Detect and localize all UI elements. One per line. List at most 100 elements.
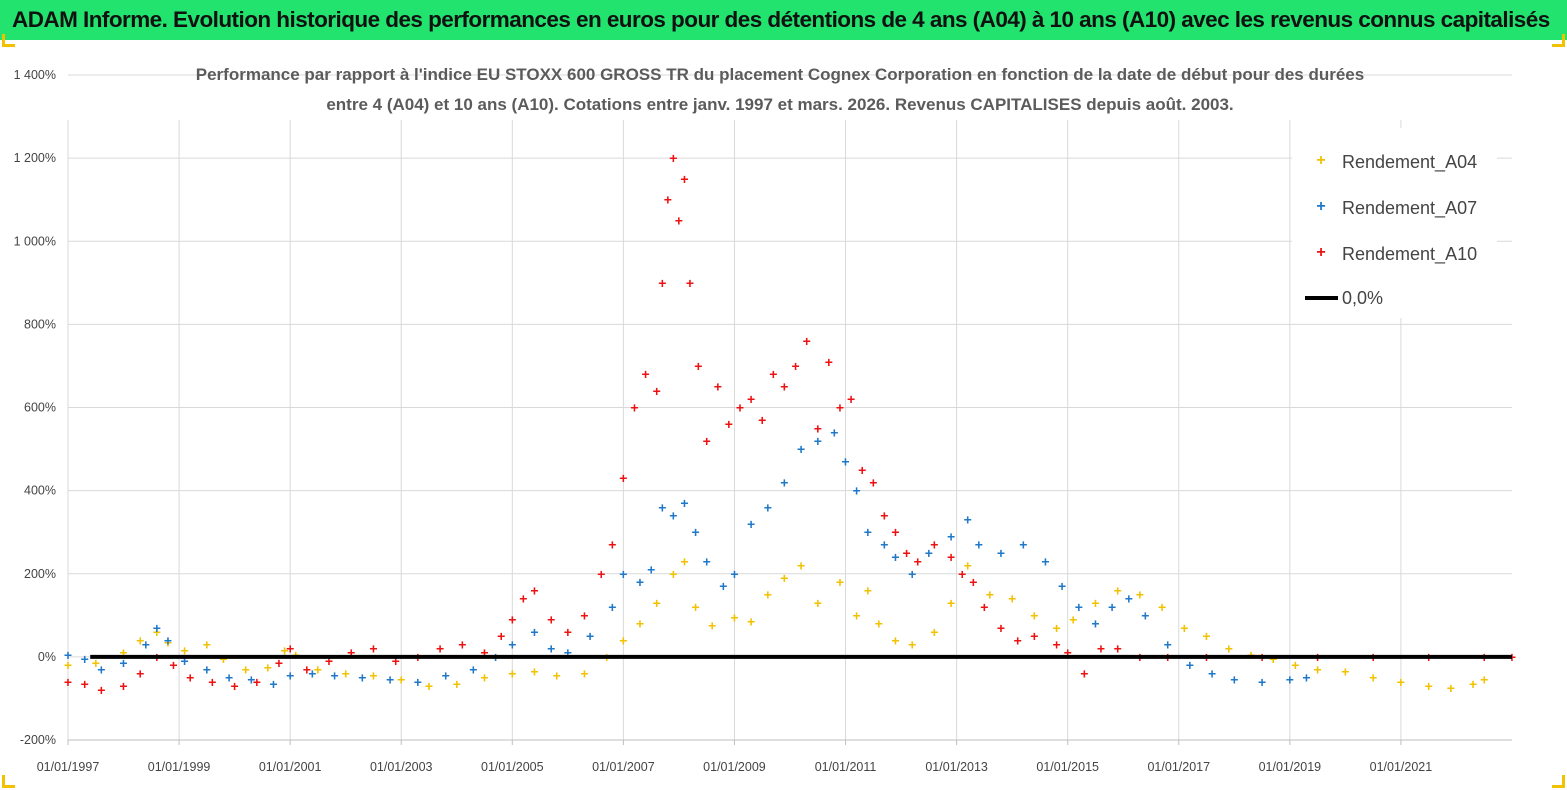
data-point: + [1164, 636, 1172, 652]
data-point: + [747, 614, 755, 630]
data-point: + [580, 607, 588, 623]
y-axis-ticks: 1 400% 1 200% 1 000% 800% 600% 400% 200% 0% -200… [14, 68, 56, 747]
data-point: + [164, 632, 172, 648]
data-point: + [930, 537, 938, 553]
data-point: + [580, 666, 588, 682]
data-point: + [64, 647, 72, 663]
data-point: + [1480, 672, 1488, 688]
data-point: + [730, 609, 738, 625]
data-point: + [203, 636, 211, 652]
data-point: + [1108, 599, 1116, 615]
data-point: + [864, 524, 872, 540]
data-point: + [797, 557, 805, 573]
chart-legend: + Rendement_A04 + Rendement_A07 + Rendem… [1292, 128, 1497, 318]
data-point: + [136, 632, 144, 648]
data-point: + [608, 537, 616, 553]
data-point: + [342, 666, 350, 682]
data-point: + [253, 674, 261, 690]
data-point: + [1314, 661, 1322, 677]
data-point: + [392, 653, 400, 669]
data-point: + [1091, 616, 1099, 632]
legend-label-zero: 0,0% [1342, 288, 1383, 308]
x-tick-label: 01/01/2021 [1370, 760, 1433, 774]
data-point: + [891, 524, 899, 540]
data-point: + [1269, 651, 1277, 667]
data-point: + [436, 641, 444, 657]
data-point: + [303, 661, 311, 677]
data-point: + [281, 643, 289, 659]
data-point: + [692, 599, 700, 615]
data-point: + [747, 391, 755, 407]
data-point: + [92, 655, 100, 671]
y-tick-label: 800% [24, 317, 56, 331]
data-point: + [653, 383, 661, 399]
data-point: + [369, 668, 377, 684]
data-point: + [1075, 599, 1083, 615]
legend-label-a04: Rendement_A04 [1342, 152, 1477, 173]
data-point: + [969, 574, 977, 590]
data-point: + [508, 612, 516, 628]
data-point: + [830, 424, 838, 440]
data-point: + [1058, 578, 1066, 594]
x-tick-label: 01/01/2011 [815, 760, 877, 774]
data-point: + [1053, 620, 1061, 636]
data-point: + [1186, 657, 1194, 673]
data-point: + [81, 676, 89, 692]
legend-box [1292, 128, 1497, 318]
data-point: + [814, 433, 822, 449]
y-tick-label: 1 000% [14, 234, 56, 248]
data-point: + [292, 647, 300, 663]
data-point: + [347, 645, 355, 661]
data-point: + [692, 524, 700, 540]
data-point: + [1114, 641, 1122, 657]
data-point: + [636, 574, 644, 590]
data-point: + [219, 651, 227, 667]
data-point: + [686, 275, 694, 291]
data-point: + [841, 454, 849, 470]
data-point: + [564, 624, 572, 640]
data-point: + [714, 379, 722, 395]
data-point: + [119, 678, 127, 694]
data-point: + [425, 678, 433, 694]
data-point: + [1225, 641, 1233, 657]
data-point: + [875, 616, 883, 632]
data-point: + [153, 624, 161, 640]
data-point: + [653, 595, 661, 611]
data-point: + [747, 516, 755, 532]
x-tick-label: 01/01/2017 [1147, 760, 1210, 774]
data-point: + [442, 668, 450, 684]
data-point: + [1341, 663, 1349, 679]
data-point: + [1097, 641, 1105, 657]
x-tick-label: 01/01/2015 [1036, 760, 1099, 774]
data-point: + [847, 391, 855, 407]
data-point: + [964, 512, 972, 528]
data-point: + [958, 566, 966, 582]
data-point: + [891, 632, 899, 648]
data-point: + [619, 470, 627, 486]
data-point: + [947, 595, 955, 611]
data-point: + [1208, 666, 1216, 682]
data-point: + [903, 545, 911, 561]
data-point: + [619, 566, 627, 582]
data-point: + [764, 587, 772, 603]
data-point: + [1125, 591, 1133, 607]
data-point: + [469, 661, 477, 677]
data-point: + [530, 582, 538, 598]
data-point: + [553, 668, 561, 684]
data-point: + [669, 150, 677, 166]
data-point: + [453, 676, 461, 692]
x-tick-label: 01/01/1999 [148, 760, 211, 774]
legend-marker-a04: + [1316, 152, 1325, 169]
data-point: + [803, 333, 811, 349]
data-point: + [508, 666, 516, 682]
data-point: + [286, 641, 294, 657]
data-point: + [1053, 636, 1061, 652]
data-point: + [880, 508, 888, 524]
data-point: + [703, 553, 711, 569]
data-point: + [1369, 670, 1377, 686]
data-point: + [1286, 672, 1294, 688]
data-point: + [1080, 666, 1088, 682]
data-point: + [680, 171, 688, 187]
data-point: + [164, 634, 172, 650]
data-point: + [64, 657, 72, 673]
